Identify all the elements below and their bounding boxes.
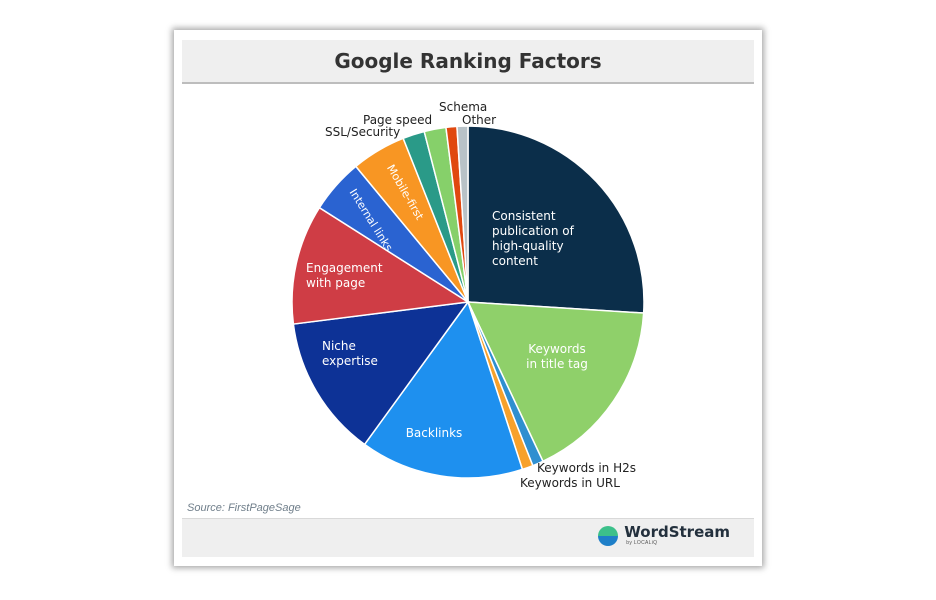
pie-label-backlinks: Backlinks <box>406 426 463 440</box>
pie-slice-niche-expertise <box>292 301 470 446</box>
brand-name: WordStream <box>624 523 730 541</box>
pie-slice-keywords-in-title-tag <box>466 301 645 463</box>
title-bar: Google Ranking Factors <box>182 40 754 84</box>
source-note: Source: FirstPageSage <box>187 502 301 514</box>
pie-label-other: Other <box>462 113 496 127</box>
pie-label-consistent-publication-of-high-quality-content: Consistent publication of high-quality cont… <box>492 209 575 268</box>
pie-label-ssl-security: SSL/Security <box>325 125 400 139</box>
chart-card: Google Ranking Factors Consistent publica… <box>174 30 762 566</box>
wordstream-logo: WordStream by LOCALiQ <box>598 525 730 546</box>
pie-label-engagement-with-page: Engagement with page <box>306 261 383 290</box>
chart-title: Google Ranking Factors <box>334 49 602 73</box>
pie-slice-consistent-publication-of-high-quality-content <box>467 125 645 314</box>
pie-label-keywords-in-url: Keywords in URL <box>520 476 620 490</box>
footer-bar: WordStream by LOCALiQ <box>182 518 754 557</box>
pie-slice-other <box>456 125 469 303</box>
pie-label-keywords-in-title-tag: Keywords in title tag <box>526 342 588 371</box>
pie-chart: Consistent publication of high-quality cont… <box>291 100 645 490</box>
pie-label-niche-expertise: Niche expertise <box>322 339 378 368</box>
pie-slice-backlinks <box>363 300 524 479</box>
wordstream-logo-icon <box>598 525 619 546</box>
pie-label-keywords-in-h2s: Keywords in H2s <box>537 461 636 475</box>
pie-label-schema: Schema <box>439 100 487 114</box>
brand-sub: by LOCALiQ <box>626 540 658 546</box>
pie-label-page-speed: Page speed <box>363 113 432 127</box>
pie-slice-engagement-with-page <box>291 206 471 325</box>
